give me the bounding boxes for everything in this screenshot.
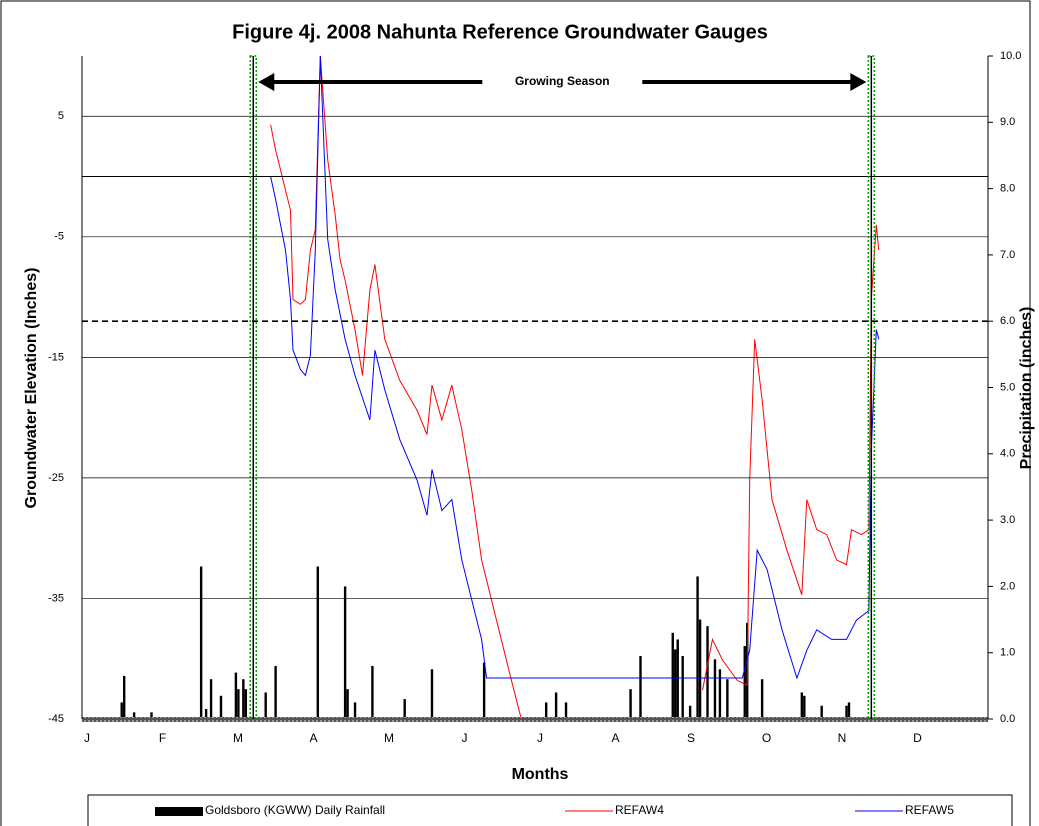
rain-bar [803, 695, 806, 719]
rain-bar [234, 672, 238, 719]
arrow-head [258, 73, 275, 91]
rain-bar [713, 659, 717, 719]
season-label: Growing Season [515, 74, 610, 88]
y-tick-label: -5 [54, 231, 64, 243]
y2-tick-label: 9.0 [1000, 116, 1015, 128]
x-tick-label: M [233, 731, 243, 745]
legend-label: Goldsboro (KGWW) Daily Rainfall [205, 803, 385, 817]
y-axis-label: Groundwater Elevation (Inches) [23, 268, 40, 509]
legend-label: REFAW4 [615, 803, 664, 817]
rain-bar [639, 656, 642, 719]
x-tick-label: D [913, 731, 922, 745]
rain-bar [353, 702, 357, 719]
legend-swatch [155, 807, 203, 816]
rain-bar [718, 669, 722, 719]
rain-bar [629, 689, 632, 719]
rain-bar [743, 646, 746, 719]
rain-bar [671, 632, 674, 719]
y-tick-label: 5 [58, 110, 64, 122]
rain-bar [122, 675, 126, 719]
base-strip [82, 717, 988, 722]
rain-bar [845, 705, 848, 719]
x-tick-label: A [309, 731, 317, 745]
arrow-head [850, 73, 867, 91]
rain-bar [847, 702, 851, 719]
chart-title: Figure 4j. 2008 Nahunta Reference Ground… [232, 21, 768, 43]
x-tick-label: A [611, 731, 619, 745]
rain-bar [688, 705, 692, 719]
rain-bar [696, 576, 699, 719]
x-axis-label: Months [512, 766, 569, 783]
rain-bar [681, 656, 684, 719]
x-tick-label: J [537, 731, 543, 745]
x-tick-label: J [462, 731, 468, 745]
y-tick-label: -25 [48, 472, 64, 484]
rain-bar [430, 669, 434, 719]
rain-bar [204, 709, 208, 719]
x-tick-label: O [762, 731, 771, 745]
rain-bar [219, 695, 223, 719]
x-tick-label: J [84, 731, 90, 745]
series-line [270, 56, 880, 680]
rain-bar [544, 702, 548, 719]
rain-bar [698, 619, 702, 719]
y2-tick-label: 2.0 [1000, 580, 1015, 592]
y2-tick-label: 3.0 [1000, 514, 1015, 526]
rain-bar [674, 649, 677, 719]
y2-tick-label: 0.0 [1000, 713, 1015, 725]
y2-tick-label: 4.0 [1000, 448, 1015, 460]
rain-bar [706, 626, 709, 719]
rain-bar [132, 712, 136, 719]
rain-bar [820, 705, 823, 719]
rain-bar [346, 689, 349, 719]
rain-bar [554, 692, 558, 719]
rain-bar [403, 699, 406, 719]
rain-bar [120, 702, 123, 719]
rain-bar [209, 679, 213, 719]
season-label-bg [482, 72, 643, 92]
rain-bar [726, 679, 729, 719]
x-tick-label: S [687, 731, 695, 745]
rain-bar [242, 679, 245, 719]
x-tick-label: N [838, 731, 847, 745]
plot-area [120, 56, 880, 720]
rain-bar [244, 689, 248, 719]
y2-tick-label: 1.0 [1000, 647, 1015, 659]
rain-bar [150, 712, 153, 719]
rain-bar [237, 689, 240, 719]
rain-bar [274, 665, 277, 719]
y2-tick-label: 8.0 [1000, 183, 1015, 195]
legend-label: REFAW5 [905, 803, 954, 817]
rain-bar [760, 679, 764, 719]
rain-bar [564, 702, 568, 719]
y-tick-label: -45 [48, 713, 64, 725]
series-line [270, 56, 880, 720]
rain-bar [199, 566, 203, 719]
y2-tick-label: 10.0 [1000, 50, 1021, 62]
rain-bar [800, 692, 804, 719]
rain-bar [343, 586, 347, 719]
y2-tick-label: 6.0 [1000, 315, 1015, 327]
x-tick-label: M [384, 731, 394, 745]
y-tick-label: -15 [48, 351, 64, 363]
y2-axis-label: Precipitation (inches) [1018, 307, 1035, 470]
rain-bar [482, 662, 486, 719]
rain-bar [676, 639, 679, 719]
x-tick-label: F [159, 731, 166, 745]
rain-bar [371, 665, 374, 719]
y2-tick-label: 5.0 [1000, 381, 1015, 393]
y2-tick-label: 7.0 [1000, 249, 1015, 261]
rain-bar [316, 566, 320, 719]
y-tick-label: -35 [48, 592, 64, 604]
rain-bar [264, 692, 267, 719]
